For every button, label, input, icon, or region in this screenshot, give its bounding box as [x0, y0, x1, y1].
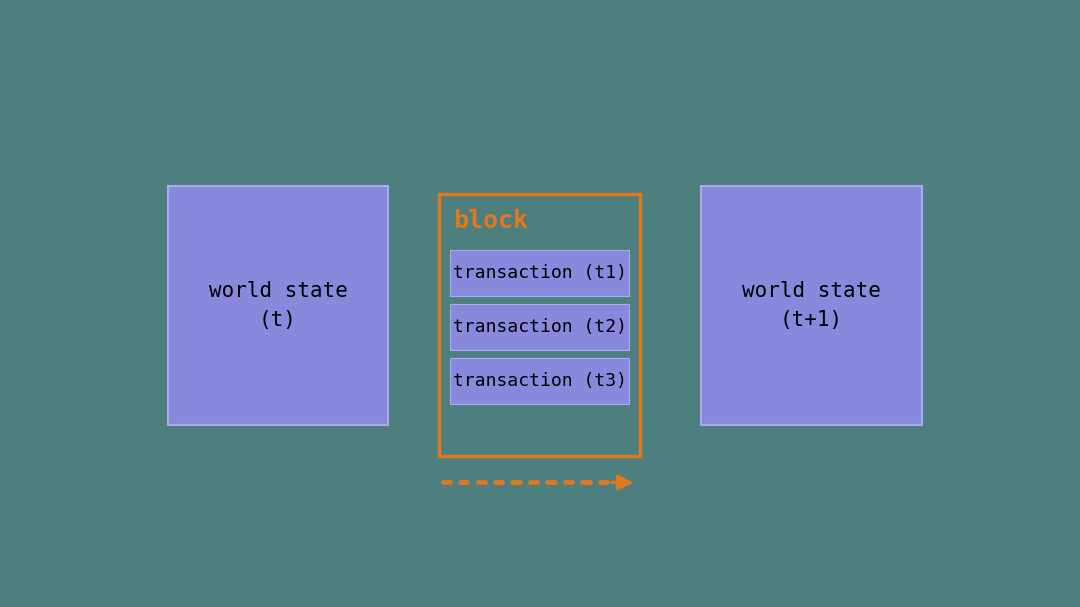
Bar [449, 358, 630, 404]
Bar [449, 304, 630, 350]
Text: world state
(t): world state (t) [208, 280, 348, 330]
Bar [449, 250, 630, 296]
Text: world state
(t+1): world state (t+1) [742, 280, 880, 330]
Bar [438, 194, 640, 455]
Text: block: block [453, 209, 528, 233]
Bar [167, 186, 389, 425]
Text: transaction (t2): transaction (t2) [453, 318, 626, 336]
Bar [701, 186, 921, 425]
Text: transaction (t3): transaction (t3) [453, 372, 626, 390]
Text: transaction (t1): transaction (t1) [453, 264, 626, 282]
